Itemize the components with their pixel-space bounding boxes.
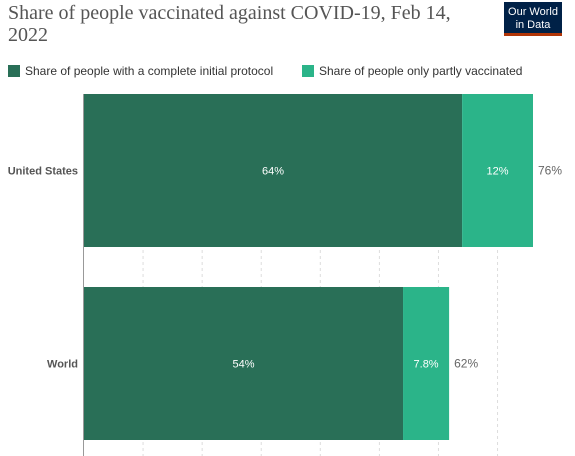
logo-line-1: Our World [508,6,558,18]
bar-label-complete-0: 64% [262,166,284,178]
legend-item-partial[interactable]: Share of people only partly vaccinated [302,64,522,78]
owid-logo[interactable]: Our World in Data [504,2,562,36]
chart-title: Share of people vaccinated against COVID… [8,2,451,46]
bar-label-complete-1: 54% [232,359,254,371]
bar-complete-1 [84,287,404,440]
legend-swatch-partial [302,65,314,77]
total-label-1: 62% [454,357,478,371]
bar-partial-0 [462,94,533,247]
legend-item-complete[interactable]: Share of people with a complete initial … [8,64,273,78]
total-label-0: 76% [538,164,562,178]
category-label-0: United States [8,166,78,178]
bar-complete-0 [84,94,463,247]
bar-label-partial-1: 7.8% [414,359,439,371]
legend-label-partial: Share of people only partly vaccinated [319,64,523,78]
legend-swatch-complete [8,65,20,77]
category-label-1: World [47,359,78,371]
bar-label-partial-0: 12% [487,166,509,178]
logo-line-2: in Data [515,19,551,31]
bar-partial-1 [403,287,450,440]
logo-accent-bar [504,33,562,36]
legend-label-complete: Share of people with a complete initial … [25,64,274,78]
